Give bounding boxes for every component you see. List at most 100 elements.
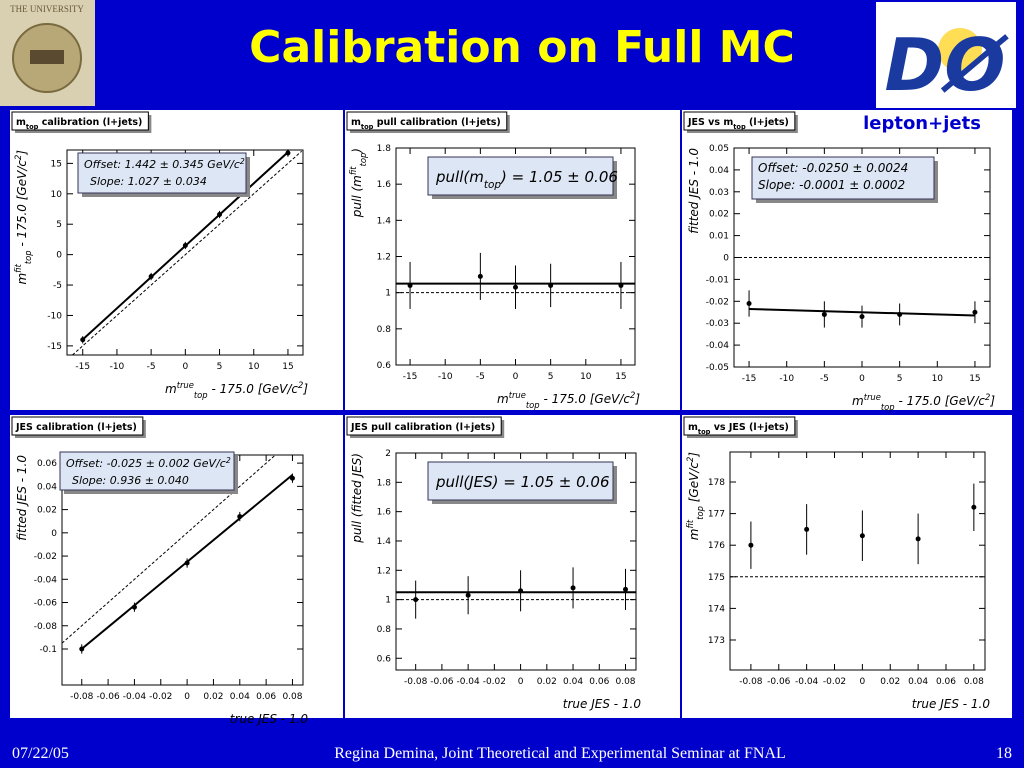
plot-frame bbox=[729, 451, 986, 671]
footer-text: Regina Demina, Joint Theoretical and Exp… bbox=[334, 745, 786, 762]
data-point bbox=[413, 597, 419, 603]
x-axis-label: true JES - 1.0 bbox=[912, 697, 991, 711]
experiment-logo: DØ bbox=[876, 2, 1016, 108]
x-tick-label: 0.08 bbox=[282, 692, 302, 702]
x-tick-label: -0.02 bbox=[483, 677, 506, 687]
y-tick-label: -0.04 bbox=[34, 575, 58, 585]
annotation-text-part: top bbox=[484, 179, 502, 191]
x-axis-label-part: true bbox=[509, 390, 526, 400]
x-axis-label-part: top bbox=[194, 390, 208, 400]
y-tick-label: 1.4 bbox=[377, 537, 392, 547]
annotation-text: Slope: 1.027 ± 0.034 bbox=[90, 175, 207, 188]
y-tick-label: 176 bbox=[708, 541, 725, 551]
y-axis-label-part: fitted JES - 1.0 bbox=[15, 455, 29, 541]
chart: mtop vs JES (l+jets)-0.08 -0.06 -0.04 -0.02… bbox=[682, 415, 1012, 718]
x-tick-label: -0.02 bbox=[149, 692, 172, 702]
y-tick-label: 0 bbox=[51, 529, 57, 539]
x-tick-label: 15 bbox=[969, 374, 980, 384]
chart-title-part: m bbox=[688, 422, 698, 433]
x-axis-label-part: top bbox=[881, 402, 895, 412]
annotation-text: Offset: -0.0250 ± 0.0024 bbox=[758, 161, 908, 175]
chart-title-part: JES pull calibration (l+jets) bbox=[350, 422, 495, 433]
y-tick-label: 1.6 bbox=[377, 508, 392, 518]
x-tick-label: -15 bbox=[742, 374, 757, 384]
y-tick-label: 175 bbox=[708, 573, 725, 583]
x-axis-label-part: m bbox=[852, 394, 864, 408]
data-point bbox=[971, 504, 977, 510]
chart: JES vs mtop (l+jets)-15 -10 -5 0 5 10 15-0.05-… bbox=[682, 110, 1012, 412]
chart: mtop calibration (l+jets)-15 -10 -5 0 5 10 15-… bbox=[10, 110, 343, 410]
x-tick-label: 0.04 bbox=[230, 692, 250, 702]
title-box bbox=[683, 111, 796, 131]
data-point bbox=[859, 533, 865, 539]
x-axis-label-part: - 175.0 [GeV/c bbox=[895, 394, 986, 408]
chart-title-part: m bbox=[351, 117, 361, 128]
reference-line bbox=[72, 150, 302, 356]
panel bbox=[682, 110, 1012, 410]
x-axis-label: mtruetop - 175.0 [GeV/c2] bbox=[852, 392, 995, 412]
data-point bbox=[513, 284, 518, 290]
annotation-text-part: pull(JES) = 1.05 ± 0.06 bbox=[435, 473, 610, 491]
x-axis-label-part: true bbox=[864, 392, 881, 402]
y-axis-label-part: fitted JES - 1.0 bbox=[687, 148, 701, 234]
annotation-box bbox=[77, 152, 247, 194]
chart-title-part: top bbox=[26, 123, 39, 131]
title-box bbox=[346, 416, 502, 436]
x-axis-label: mtruetop - 175.0 [GeV/c2] bbox=[497, 390, 640, 410]
data-point bbox=[748, 542, 754, 548]
x-axis-label-part: true bbox=[177, 380, 194, 390]
y-tick-label: 177 bbox=[708, 510, 725, 520]
annotation-text: pull(mtop) = 1.05 ± 0.06 bbox=[435, 168, 618, 191]
data-point bbox=[237, 514, 243, 520]
y-tick-label: -0.1 bbox=[39, 645, 57, 655]
plot-frame bbox=[395, 452, 637, 671]
x-tick-label: 5 bbox=[217, 362, 223, 372]
data-point bbox=[570, 585, 576, 591]
data-point bbox=[804, 526, 810, 532]
y-tick-label: 178 bbox=[708, 478, 725, 488]
data-point bbox=[182, 243, 188, 249]
y-axis-label-part: top bbox=[695, 506, 705, 520]
data-point bbox=[131, 604, 137, 610]
y-tick-label: -0.08 bbox=[34, 622, 58, 632]
x-axis-label: true JES - 1.0 bbox=[563, 697, 642, 711]
x-axis-label-part: true JES - 1.0 bbox=[912, 697, 991, 711]
y-tick-label: 0.02 bbox=[709, 210, 729, 220]
x-tick-label: 0.02 bbox=[880, 677, 900, 687]
seal-band bbox=[30, 50, 64, 64]
x-axis-label: mtruetop - 175.0 [GeV/c2] bbox=[165, 380, 308, 400]
annotation-text-part: ) = 1.05 ± 0.06 bbox=[500, 168, 618, 186]
x-tick-label: -0.08 bbox=[70, 692, 94, 702]
x-tick-label: 5 bbox=[548, 372, 554, 382]
y-axis-label-part: 2 bbox=[13, 155, 23, 160]
title-box bbox=[346, 111, 508, 131]
reference-line bbox=[61, 454, 276, 644]
annotation-text: Offset: 1.442 ± 0.345 GeV/c2 bbox=[84, 157, 245, 172]
x-tick-label: -10 bbox=[110, 362, 125, 372]
x-tick-label: -0.04 bbox=[456, 677, 480, 687]
x-axis-label-part: true JES - 1.0 bbox=[230, 712, 309, 726]
x-tick-label: -5 bbox=[820, 374, 829, 384]
x-tick-label: 15 bbox=[615, 372, 626, 382]
chart-title-part: vs JES (l+jets) bbox=[710, 422, 788, 433]
x-axis-label-part: ] bbox=[634, 392, 640, 406]
y-tick-label: 2 bbox=[385, 449, 391, 459]
x-tick-label: -0.06 bbox=[430, 677, 454, 687]
x-axis-label-part: - 175.0 [GeV/c bbox=[540, 392, 631, 406]
chart-title-part: (l+jets) bbox=[746, 117, 789, 128]
university-logo: THE UNIVERSITY bbox=[0, 0, 95, 106]
panels: mtop calibration (l+jets)-15 -10 -5 0 5 10 15-… bbox=[10, 110, 1012, 726]
y-tick-label: 0.04 bbox=[37, 482, 57, 492]
title-box bbox=[683, 416, 796, 436]
chart-title-part: top bbox=[733, 123, 746, 131]
footer-page: 18 bbox=[996, 745, 1012, 762]
annotation-text-part: Offset: -0.025 ± 0.002 GeV/c bbox=[66, 457, 226, 470]
y-tick-label: 1 bbox=[385, 289, 391, 299]
x-tick-label: -0.08 bbox=[739, 677, 763, 687]
x-axis-label-part: top bbox=[526, 400, 540, 410]
y-tick-label: 0.03 bbox=[709, 188, 729, 198]
x-tick-label: 0 bbox=[859, 374, 865, 384]
y-axis-label-part: top bbox=[23, 250, 33, 264]
annotation-text: pull(JES) = 1.05 ± 0.06 bbox=[435, 473, 610, 491]
annotation-box bbox=[751, 156, 935, 200]
